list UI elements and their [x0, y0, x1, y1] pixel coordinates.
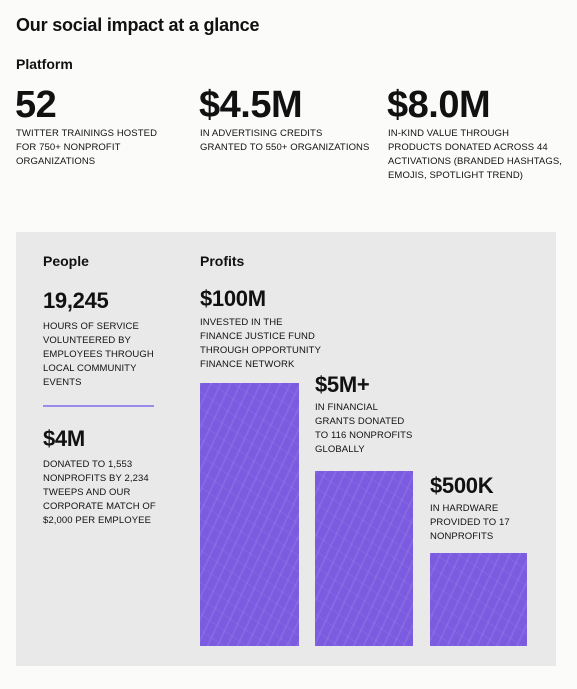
platform-stat-in-kind-desc: IN-KIND VALUE THROUGH PRODUCTS DONATED A… — [388, 127, 562, 183]
desc-line: THROUGH OPPORTUNITY — [200, 345, 322, 356]
desc-line: ORGANIZATIONS — [16, 156, 96, 167]
desc-line: EVENTS — [43, 377, 82, 388]
people-divider — [43, 405, 154, 407]
desc-line: GLOBALLY — [315, 444, 365, 455]
profits-stat-hardware-value: $500K — [430, 473, 494, 498]
desc-line: VOLUNTEERED BY — [43, 335, 131, 346]
desc-line: IN FINANCIAL — [315, 402, 378, 413]
desc-line: NONPROFITS BY 2,234 — [43, 473, 149, 484]
profits-bar-hardware — [430, 553, 527, 646]
desc-line: GRANTED TO 550+ ORGANIZATIONS — [200, 142, 370, 153]
platform-stat-in-kind-value: $8.0M — [387, 84, 491, 126]
people-stat-hours-value: 19,245 — [43, 288, 109, 313]
desc-line: IN HARDWARE — [430, 503, 499, 514]
desc-line: EMOJIS, SPOTLIGHT TREND) — [388, 170, 524, 181]
people-stat-hours-desc: HOURS OF SERVICE VOLUNTEERED BY EMPLOYEE… — [43, 320, 154, 390]
desc-line: IN-KIND VALUE THROUGH — [388, 128, 510, 139]
desc-line: GRANTS DONATED — [315, 416, 405, 427]
desc-line: $2,000 PER EMPLOYEE — [43, 515, 152, 526]
desc-line: ACTIVATIONS (BRANDED HASHTAGS, — [388, 156, 563, 167]
desc-line: TO 116 NONPROFITS — [315, 430, 413, 441]
desc-line: INVESTED IN THE — [200, 317, 283, 328]
desc-line: NONPROFITS — [430, 531, 494, 542]
platform-stat-ad-credits-value: $4.5M — [199, 84, 303, 126]
desc-line: FINANCE NETWORK — [200, 359, 295, 370]
desc-line: CORPORATE MATCH OF — [43, 501, 156, 512]
page-title: Our social impact at a glance — [16, 15, 260, 35]
people-stat-donations-value: $4M — [43, 426, 85, 451]
desc-line: FOR 750+ NONPROFIT — [16, 142, 121, 153]
profits-heading: Profits — [200, 253, 245, 269]
profits-stat-hardware-desc: IN HARDWARE PROVIDED TO 17 NONPROFITS — [430, 502, 510, 544]
desc-line: EMPLOYEES THROUGH — [43, 349, 154, 360]
desc-line: PRODUCTS DONATED ACROSS 44 — [388, 142, 548, 153]
profits-bar-grants — [315, 471, 413, 646]
people-stat-donations-desc: DONATED TO 1,553 NONPROFITS BY 2,234 TWE… — [43, 458, 156, 528]
desc-line: DONATED TO 1,553 — [43, 459, 133, 470]
platform-stat-ad-credits-desc: IN ADVERTISING CREDITS GRANTED TO 550+ O… — [200, 127, 369, 155]
desc-line: TWITTER TRAININGS HOSTED — [16, 128, 158, 139]
desc-line: FINANCE JUSTICE FUND — [200, 331, 315, 342]
desc-line: LOCAL COMMUNITY — [43, 363, 137, 374]
platform-heading: Platform — [16, 56, 73, 72]
platform-stat-trainings-value: 52 — [15, 84, 57, 126]
desc-line: IN ADVERTISING CREDITS — [200, 128, 323, 139]
platform-stat-trainings-desc: TWITTER TRAININGS HOSTED FOR 750+ NONPRO… — [16, 127, 157, 169]
profits-stat-grants-value: $5M+ — [315, 372, 370, 397]
desc-line: HOURS OF SERVICE — [43, 321, 139, 332]
profits-stat-fund-value: $100M — [200, 286, 266, 311]
profits-stat-fund-desc: INVESTED IN THE FINANCE JUSTICE FUND THR… — [200, 316, 321, 372]
desc-line: TWEEPS AND OUR — [43, 487, 131, 498]
desc-line: PROVIDED TO 17 — [430, 517, 510, 528]
people-heading: People — [43, 253, 89, 269]
profits-bar-fund — [200, 383, 299, 646]
profits-stat-grants-desc: IN FINANCIAL GRANTS DONATED TO 116 NONPR… — [315, 401, 412, 457]
